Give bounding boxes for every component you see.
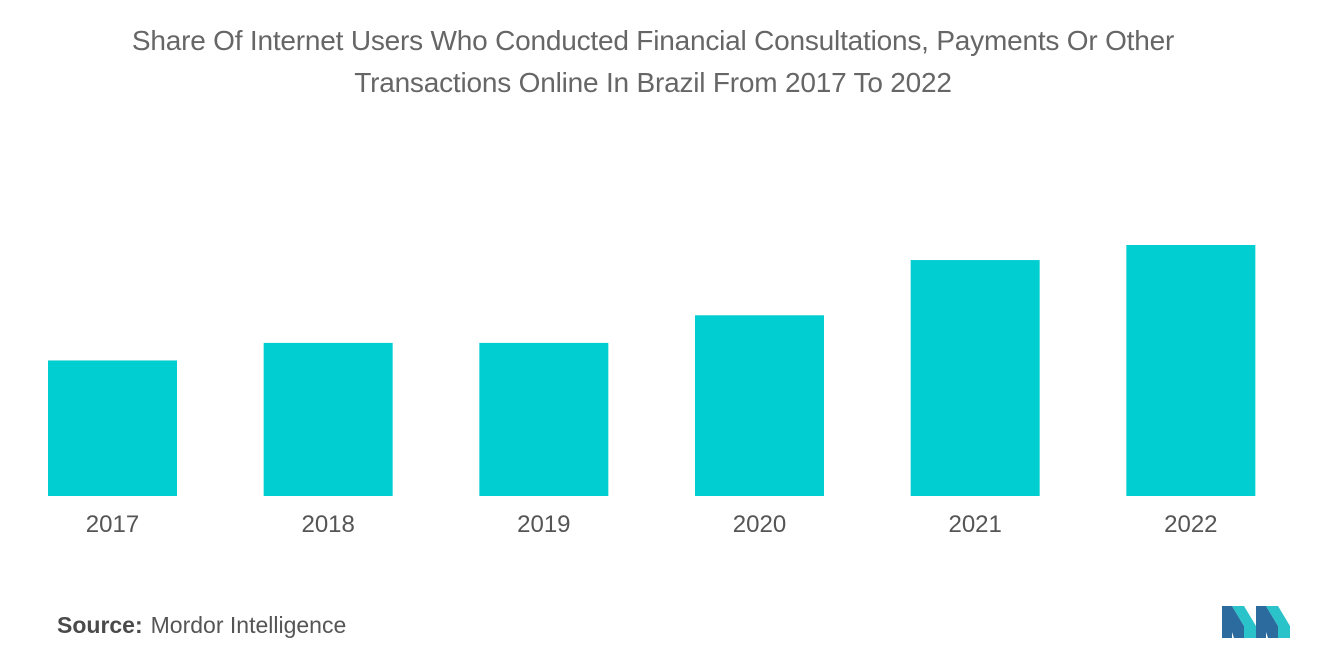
x-tick-label-2020: 2020 <box>733 511 786 538</box>
chart-title-line-1: Share Of Internet Users Who Conducted Fi… <box>131 25 1175 56</box>
x-tick-label-2017: 2017 <box>86 511 139 538</box>
bar-2020 <box>695 315 824 496</box>
x-tick-label-2021: 2021 <box>948 511 1001 538</box>
bar-2018 <box>263 342 393 496</box>
mordor-intelligence-logo-icon <box>1222 606 1290 638</box>
bar-2017 <box>48 360 177 496</box>
x-tick-label-2022: 2022 <box>1164 511 1217 538</box>
chart-title: Share Of Internet Users Who Conducted Fi… <box>0 20 1306 104</box>
source-note: Source: Mordor Intelligence <box>57 612 346 639</box>
x-tick-label-2018: 2018 <box>301 511 354 538</box>
source-label: Source: <box>57 612 143 638</box>
bar-2021 <box>910 260 1040 496</box>
chart-title-line-2: Transactions Online In Brazil From 2017 … <box>354 67 952 98</box>
bar-chart: 2017 2018 2019 2020 2021 2022 <box>48 245 1256 538</box>
bar-2019 <box>479 342 609 496</box>
x-tick-label-2019: 2019 <box>517 511 570 538</box>
bar-2022 <box>1126 245 1256 496</box>
source-value: Mordor Intelligence <box>150 612 347 638</box>
